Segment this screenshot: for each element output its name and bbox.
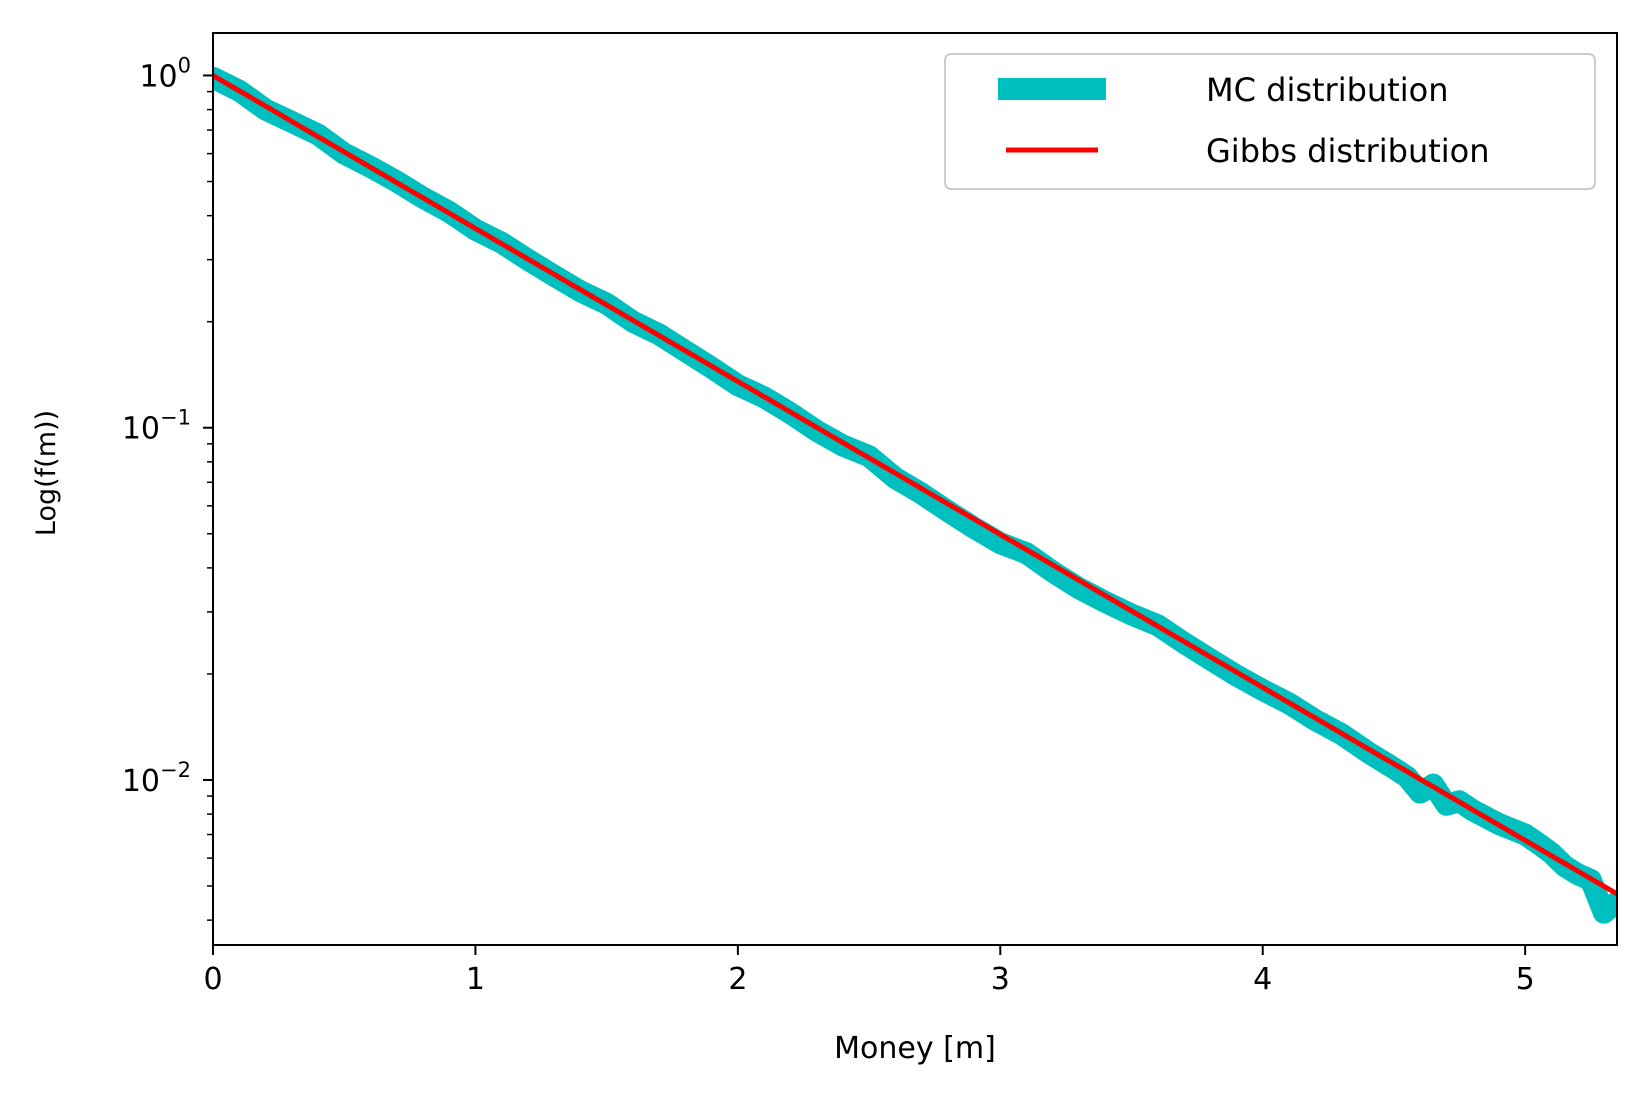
y-axis-label: Log(f(m)) [31, 410, 62, 536]
legend-gibbs-label: Gibbs distribution [1206, 132, 1490, 170]
y-tick-label: 100 [139, 53, 191, 94]
y-tick-label: 10−1 [122, 406, 191, 447]
y-tick-label: 10−2 [122, 758, 191, 799]
plot-area [213, 66, 1617, 924]
legend: MC distribution Gibbs distribution [944, 53, 1596, 190]
legend-box [944, 53, 1596, 190]
x-axis-label: Money [m] [834, 1031, 996, 1066]
x-tick-label: 2 [728, 962, 747, 997]
series-mc-distribution-line [213, 66, 1617, 924]
x-tick-label: 4 [1253, 962, 1272, 997]
series-gibbs-distribution-line [213, 73, 1617, 897]
x-tick-label: 3 [991, 962, 1010, 997]
legend-mc-label: MC distribution [1206, 71, 1448, 109]
y-axis: 100 10−1 10−2 [122, 53, 213, 921]
series-layer [213, 66, 1617, 924]
plot-frame [212, 32, 1618, 946]
x-axis: 0 1 2 3 4 5 [203, 945, 1535, 997]
x-tick-label: 1 [466, 962, 485, 997]
x-tick-label: 5 [1516, 962, 1535, 997]
x-tick-label: 0 [203, 962, 222, 997]
